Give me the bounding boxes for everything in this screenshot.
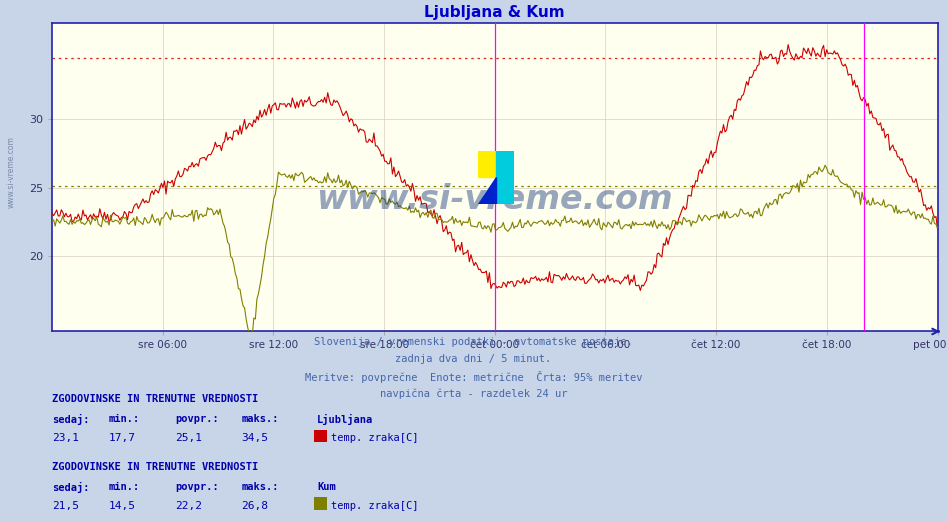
- Bar: [496, 151, 514, 204]
- Text: zadnja dva dni / 5 minut.: zadnja dva dni / 5 minut.: [396, 354, 551, 364]
- Text: temp. zraka[C]: temp. zraka[C]: [331, 501, 419, 511]
- Text: ZGODOVINSKE IN TRENUTNE VREDNOSTI: ZGODOVINSKE IN TRENUTNE VREDNOSTI: [52, 462, 259, 472]
- Text: Ljubljana: Ljubljana: [317, 414, 373, 425]
- Text: 23,1: 23,1: [52, 433, 80, 443]
- Text: maks.:: maks.:: [241, 482, 279, 492]
- Text: povpr.:: povpr.:: [175, 482, 219, 492]
- Text: Slovenija / vremenski podatki - avtomatske postaje.: Slovenija / vremenski podatki - avtomats…: [314, 337, 633, 347]
- Text: 26,8: 26,8: [241, 501, 269, 511]
- Text: www.si-vreme.com: www.si-vreme.com: [316, 183, 673, 216]
- Text: min.:: min.:: [109, 414, 140, 424]
- Text: Kum: Kum: [317, 482, 336, 492]
- Title: Ljubljana & Kum: Ljubljana & Kum: [424, 5, 565, 19]
- Text: maks.:: maks.:: [241, 414, 279, 424]
- Text: Meritve: povprečne  Enote: metrične  Črta: 95% meritev: Meritve: povprečne Enote: metrične Črta:…: [305, 371, 642, 383]
- Text: temp. zraka[C]: temp. zraka[C]: [331, 433, 419, 443]
- Text: 21,5: 21,5: [52, 501, 80, 511]
- Text: www.si-vreme.com: www.si-vreme.com: [7, 136, 16, 208]
- Bar: [478, 151, 496, 177]
- Text: ZGODOVINSKE IN TRENUTNE VREDNOSTI: ZGODOVINSKE IN TRENUTNE VREDNOSTI: [52, 394, 259, 404]
- Text: 17,7: 17,7: [109, 433, 136, 443]
- Text: 14,5: 14,5: [109, 501, 136, 511]
- Text: sedaj:: sedaj:: [52, 482, 90, 493]
- Text: 22,2: 22,2: [175, 501, 203, 511]
- Text: navpična črta - razdelek 24 ur: navpična črta - razdelek 24 ur: [380, 388, 567, 399]
- Text: 25,1: 25,1: [175, 433, 203, 443]
- Text: 34,5: 34,5: [241, 433, 269, 443]
- Polygon shape: [478, 177, 496, 204]
- Text: povpr.:: povpr.:: [175, 414, 219, 424]
- Text: min.:: min.:: [109, 482, 140, 492]
- Text: sedaj:: sedaj:: [52, 414, 90, 425]
